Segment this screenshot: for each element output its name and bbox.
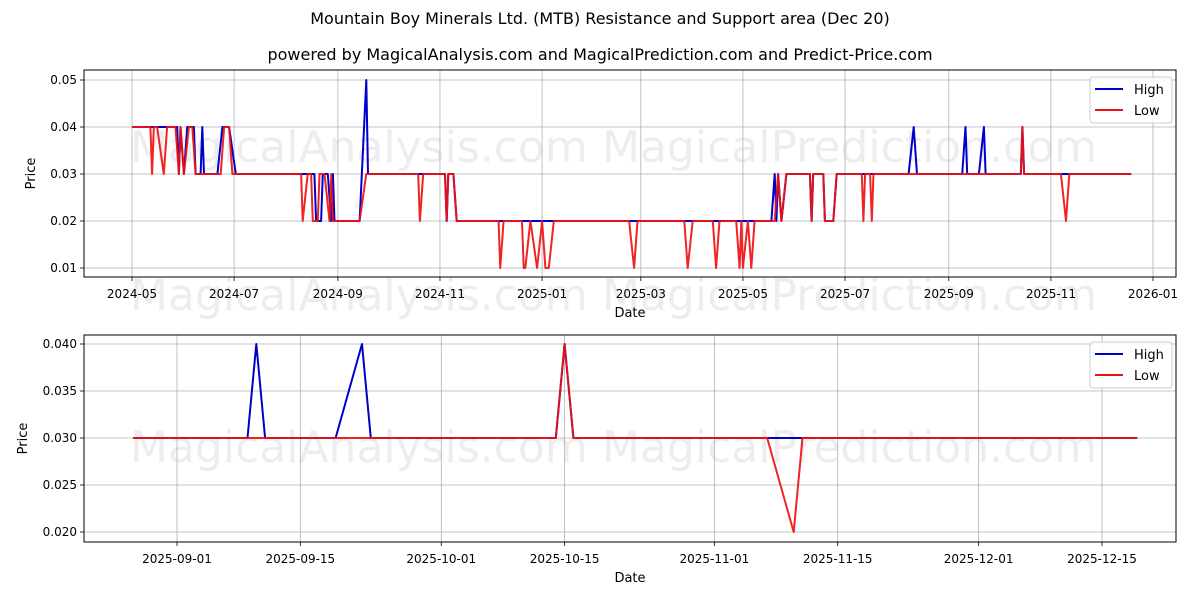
watermark-text: MagicalAnalysis.com	[130, 422, 588, 473]
x-tick-label: 2024-07	[209, 287, 259, 301]
x-tick-label: 2025-03	[616, 287, 666, 301]
watermark-text: MagicalAnalysis.com	[130, 122, 588, 173]
x-tick-label: 2025-11-15	[803, 552, 873, 566]
x-axis-label: Date	[614, 306, 645, 321]
plot-frame	[83, 334, 1177, 543]
x-tick-label: 2025-07	[820, 287, 870, 301]
y-tick-label: 0.03	[50, 167, 77, 181]
y-tick-label: 0.040	[43, 337, 77, 351]
y-tick-label: 0.030	[43, 431, 77, 445]
x-tick-label: 2025-10-01	[406, 552, 476, 566]
chart-subtitle: powered by MagicalAnalysis.com and Magic…	[267, 45, 933, 64]
series-line-low	[133, 343, 1138, 533]
y-tick-label: 0.025	[43, 478, 77, 492]
x-tick-label: 2025-10-15	[530, 552, 600, 566]
watermark-text: MagicalPrediction.com	[602, 422, 1097, 473]
y-tick-label: 0.035	[43, 384, 77, 398]
x-tick-label: 2025-11-01	[680, 552, 750, 566]
chart-panel-1: MagicalAnalysis.com MagicalPrediction.com…	[24, 69, 1178, 321]
y-tick-label: 0.020	[43, 525, 77, 539]
x-tick-label: 2025-05	[718, 287, 768, 301]
plot-frame	[83, 69, 1177, 278]
x-tick-label: 2026-01	[1128, 287, 1178, 301]
series-line-low	[132, 126, 1132, 269]
legend: High Low	[1089, 341, 1173, 389]
legend: High Low	[1089, 76, 1173, 124]
legend-label-high: High	[1134, 348, 1164, 363]
y-axis-label: Price	[24, 158, 39, 190]
x-tick-label: 2024-09	[313, 287, 363, 301]
chart-title: Mountain Boy Minerals Ltd. (MTB) Resista…	[310, 9, 890, 28]
watermark-text: MagicalPrediction.com	[602, 270, 1097, 321]
watermark-text: MagicalAnalysis.com	[130, 270, 588, 321]
legend-label-high: High	[1134, 83, 1164, 98]
watermark-text: MagicalPrediction.com	[602, 122, 1097, 173]
legend-label-low: Low	[1134, 369, 1160, 384]
chart-panel-2: MagicalAnalysis.com MagicalPrediction.com…	[16, 334, 1177, 586]
x-tick-label: 2025-01	[517, 287, 567, 301]
x-tick-label: 2024-05	[107, 287, 157, 301]
y-tick-label: 0.01	[50, 261, 77, 275]
y-tick-label: 0.04	[50, 120, 77, 134]
x-tick-label: 2025-09-15	[265, 552, 335, 566]
y-tick-label: 0.02	[50, 214, 77, 228]
x-tick-label: 2025-12-01	[944, 552, 1014, 566]
legend-label-low: Low	[1134, 104, 1160, 119]
x-axis-label: Date	[614, 571, 645, 586]
x-tick-label: 2024-11	[415, 287, 465, 301]
x-tick-label: 2025-11	[1026, 287, 1076, 301]
x-tick-label: 2025-09-01	[142, 552, 212, 566]
y-axis-label: Price	[16, 423, 31, 455]
y-tick-label: 0.05	[50, 73, 77, 87]
x-tick-label: 2025-12-15	[1067, 552, 1137, 566]
x-tick-label: 2025-09	[924, 287, 974, 301]
